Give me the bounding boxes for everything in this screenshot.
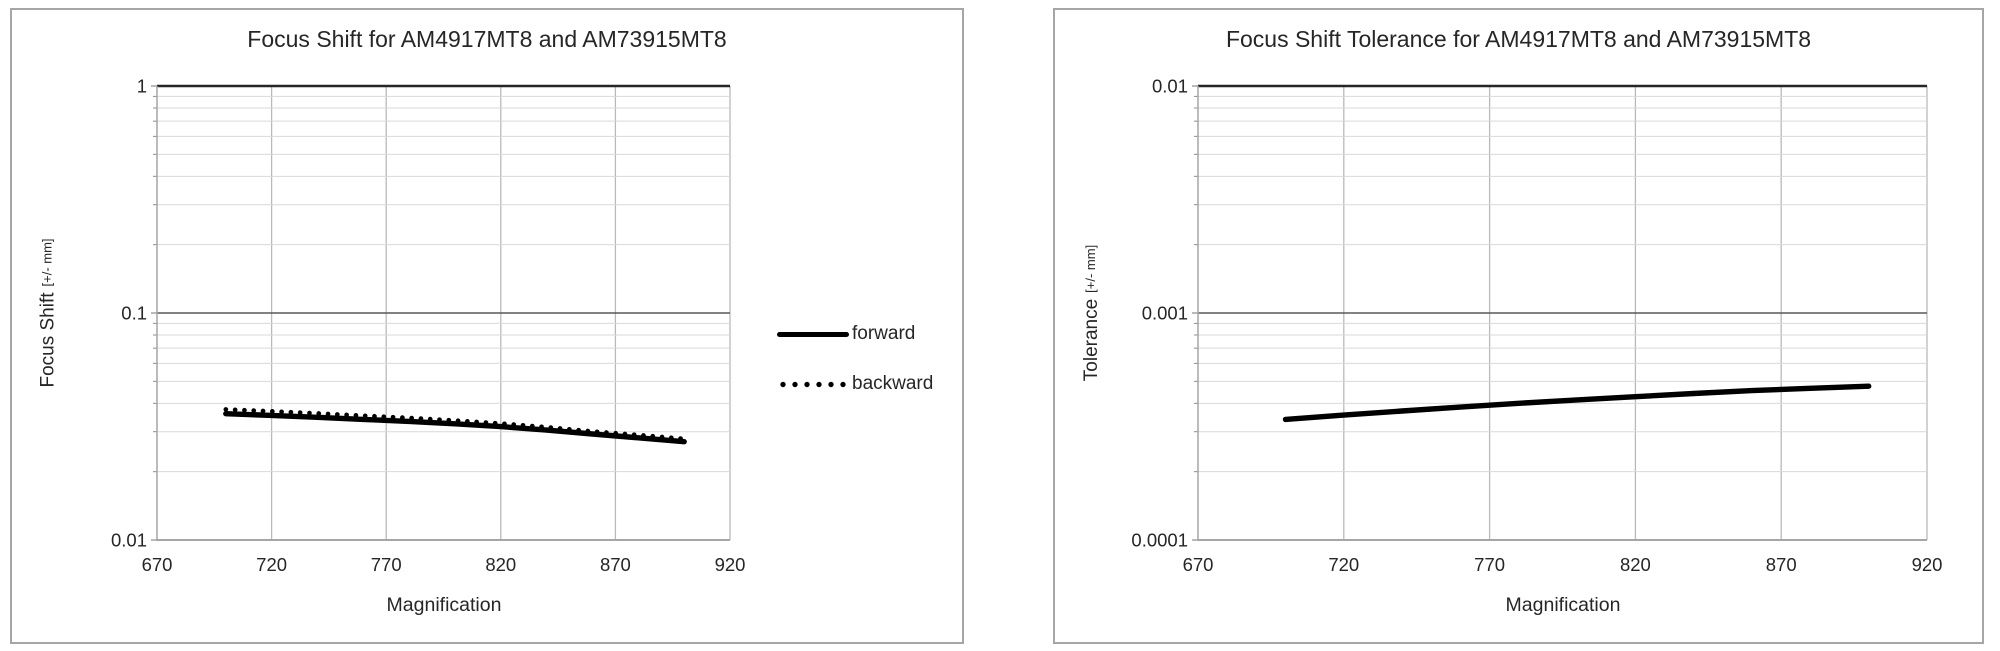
- legend-label-backward: backward: [852, 373, 934, 394]
- x-tick-label: 720: [256, 554, 287, 575]
- chart-panel-focus-shift: 1 0.1 0.01 670 720 770 820 870 920 Focus Shift f…: [10, 8, 964, 644]
- y-axis-unit: [+/- mm]: [40, 238, 56, 287]
- y-axis-title-text: Focus Shift[+/- mm]: [38, 238, 60, 388]
- y-tick-label: 0.01: [1152, 76, 1188, 97]
- y-tick-label: 0.0001: [1131, 530, 1188, 551]
- legend-item-forward: forward: [777, 321, 933, 347]
- x-tick-label: 720: [1328, 554, 1359, 575]
- plot-area-tolerance: 0.01 0.001 0.0001 670 720 770 820 870 920: [1131, 76, 1943, 576]
- y-axis-title: Tolerance[+/- mm]: [1067, 86, 1117, 540]
- y-tick-label: 0.1: [121, 303, 147, 324]
- x-tick-label: 870: [1766, 554, 1797, 575]
- x-tick-label: 920: [715, 554, 746, 575]
- x-tick-label: 870: [600, 554, 631, 575]
- legend-dotted-line-sample: [777, 380, 849, 388]
- y-tick-label: 1: [137, 76, 147, 97]
- x-tick-label: 670: [142, 554, 173, 575]
- x-tick-label: 770: [371, 554, 402, 575]
- legend-solid-line-sample: [777, 331, 849, 337]
- y-axis-unit: [+/- mm]: [1083, 244, 1099, 293]
- y-tick-label: 0.01: [111, 530, 147, 551]
- x-tick-label: 820: [1620, 554, 1651, 575]
- legend-label-forward: forward: [852, 323, 916, 344]
- x-tick-label: 670: [1183, 554, 1214, 575]
- x-tick-label: 770: [1474, 554, 1505, 575]
- chart-title: Focus Shift for AM4917MT8 and AM73915MT8: [247, 26, 727, 52]
- x-axis-title: Magnification: [386, 594, 502, 616]
- chart-title: Focus Shift Tolerance for AM4917MT8 and …: [1225, 26, 1812, 52]
- series-line-tolerance: [1282, 383, 1872, 423]
- y-axis-title-text: Tolerance[+/- mm]: [1081, 244, 1103, 382]
- series-line-forward: [223, 411, 687, 445]
- y-axis-title: Focus Shift[+/- mm]: [24, 86, 74, 540]
- legend-item-backward: backward: [777, 371, 933, 397]
- x-axis-title: Magnification: [1505, 594, 1621, 616]
- series-line-backward: [223, 407, 687, 442]
- y-tick-label: 0.001: [1142, 303, 1188, 324]
- x-tick-label: 820: [485, 554, 516, 575]
- legend: forward backward: [777, 321, 933, 397]
- plot-area-focus-shift: 1 0.1 0.01 670 720 770 820 870 920: [111, 76, 746, 576]
- chart-panel-focus-shift-tolerance: 0.01 0.001 0.0001 670 720 770 820 870 920 Focus …: [1053, 8, 1984, 644]
- x-tick-label: 920: [1912, 554, 1943, 575]
